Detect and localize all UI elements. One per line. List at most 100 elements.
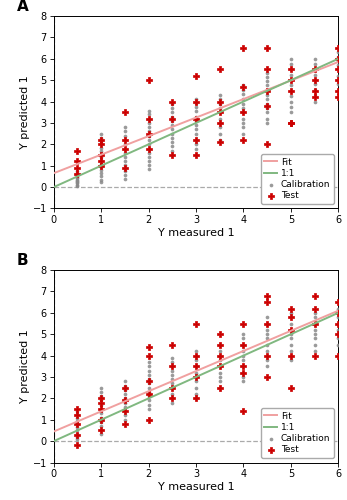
Test — [241, 341, 246, 349]
Test — [193, 136, 199, 144]
Test — [288, 313, 294, 321]
Calibration — [122, 403, 128, 411]
Calibration — [193, 377, 199, 385]
Test — [122, 396, 128, 404]
Calibration — [122, 132, 128, 140]
Test — [217, 384, 222, 392]
Calibration — [264, 348, 270, 356]
Calibration — [146, 371, 151, 379]
Calibration — [99, 150, 104, 158]
Calibration — [193, 394, 199, 402]
Calibration — [146, 110, 151, 118]
Calibration — [241, 341, 246, 349]
Calibration — [288, 55, 294, 63]
Calibration — [264, 68, 270, 76]
Test — [193, 373, 199, 381]
Test — [170, 362, 175, 370]
Calibration — [193, 373, 199, 381]
Calibration — [170, 384, 175, 392]
Calibration — [241, 119, 246, 127]
Calibration — [146, 165, 151, 173]
Test — [75, 405, 80, 413]
Calibration — [170, 366, 175, 374]
Calibration — [264, 330, 270, 338]
Calibration — [146, 149, 151, 157]
Calibration — [336, 320, 341, 328]
Test — [122, 136, 128, 144]
Test — [75, 158, 80, 166]
Calibration — [336, 304, 341, 312]
Calibration — [241, 96, 246, 104]
Calibration — [264, 100, 270, 108]
Calibration — [193, 362, 199, 370]
Calibration — [146, 160, 151, 168]
Calibration — [288, 82, 294, 90]
Test — [146, 377, 151, 385]
Test — [122, 164, 128, 172]
Calibration — [75, 173, 80, 181]
Test — [312, 94, 318, 102]
Calibration — [170, 362, 175, 370]
Calibration — [336, 52, 341, 60]
Calibration — [288, 87, 294, 95]
Calibration — [193, 126, 199, 134]
Calibration — [288, 71, 294, 79]
Calibration — [193, 348, 199, 356]
Calibration — [288, 320, 294, 328]
Calibration — [312, 66, 318, 74]
Calibration — [288, 60, 294, 68]
Calibration — [122, 149, 128, 157]
Calibration — [75, 433, 80, 441]
Test — [217, 108, 222, 116]
Calibration — [264, 356, 270, 364]
Calibration — [312, 320, 318, 328]
Calibration — [312, 92, 318, 100]
Calibration — [122, 123, 128, 131]
Calibration — [288, 356, 294, 364]
Calibration — [122, 167, 128, 175]
Test — [75, 430, 80, 438]
Calibration — [146, 153, 151, 161]
Calibration — [264, 82, 270, 90]
Calibration — [75, 420, 80, 428]
Calibration — [75, 407, 80, 415]
Calibration — [146, 119, 151, 127]
Test — [336, 330, 341, 338]
Calibration — [146, 392, 151, 400]
Calibration — [170, 104, 175, 112]
Calibration — [312, 334, 318, 342]
Y-axis label: Y predicted 1: Y predicted 1 — [20, 330, 30, 403]
Calibration — [99, 392, 104, 400]
Calibration — [193, 112, 199, 120]
Calibration — [99, 144, 104, 152]
Test — [217, 362, 222, 370]
Calibration — [336, 61, 341, 69]
Calibration — [122, 128, 128, 136]
Test — [146, 352, 151, 360]
Test — [217, 98, 222, 106]
Calibration — [99, 163, 104, 171]
Calibration — [264, 108, 270, 116]
Calibration — [288, 66, 294, 74]
Test — [99, 416, 104, 424]
Calibration — [288, 92, 294, 100]
Calibration — [217, 362, 222, 370]
Calibration — [99, 178, 104, 186]
Test — [336, 352, 341, 360]
Calibration — [170, 151, 175, 159]
Calibration — [146, 375, 151, 383]
Test — [288, 76, 294, 84]
Calibration — [288, 352, 294, 360]
Test — [312, 87, 318, 95]
Test — [75, 170, 80, 178]
Calibration — [193, 103, 199, 111]
Test — [122, 384, 128, 392]
Test — [99, 405, 104, 413]
Calibration — [336, 76, 341, 84]
Calibration — [312, 76, 318, 84]
Calibration — [99, 401, 104, 409]
Calibration — [264, 77, 270, 85]
Calibration — [193, 107, 199, 115]
Calibration — [217, 373, 222, 381]
Calibration — [193, 368, 199, 376]
